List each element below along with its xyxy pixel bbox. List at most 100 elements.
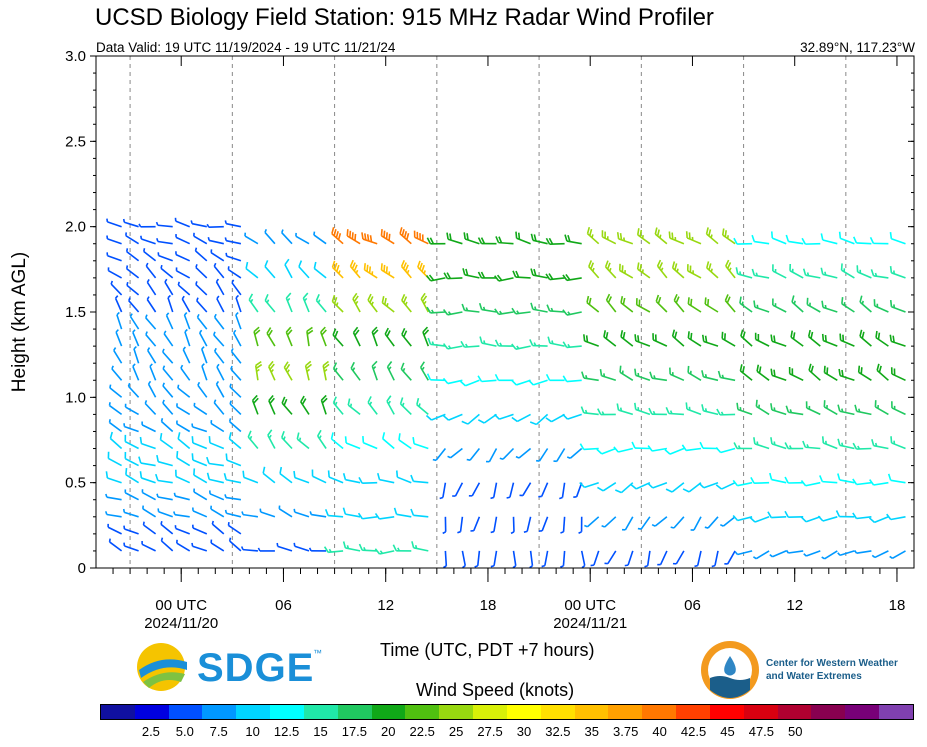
wind-barb (184, 328, 191, 347)
station-location: 32.89°N, 117.23°W (800, 40, 915, 55)
plot-frame (95, 55, 915, 569)
wind-barb (785, 405, 804, 416)
x-axis-label: Time (UTC, PDT +7 hours) (380, 640, 595, 660)
wind-barb (176, 420, 191, 433)
wind-barb (107, 267, 122, 279)
wind-barb (247, 430, 259, 450)
wind-barb (399, 227, 412, 245)
wind-barb (636, 262, 651, 279)
wind-barb (613, 446, 633, 453)
data-valid-range: Data Valid: 19 UTC 11/19/2024 - 19 UTC 1… (96, 40, 396, 55)
wind-barb (157, 508, 173, 518)
wind-barb (784, 442, 804, 450)
wind-barb (511, 379, 531, 386)
x-tick-label: 00 UTC (155, 597, 207, 614)
wind-barb (427, 337, 446, 347)
wind-barb (876, 363, 889, 381)
wind-barb (463, 232, 480, 245)
colorbar-cell (168, 705, 203, 719)
wind-barb (634, 334, 651, 347)
wind-barb (210, 539, 225, 552)
wind-barb (477, 271, 497, 279)
wind-barbs (104, 217, 906, 569)
wind-barb (125, 467, 140, 484)
wind-barb (769, 472, 787, 484)
wind-barb (342, 473, 361, 484)
wind-barb (216, 295, 225, 313)
wind-barb (235, 294, 242, 313)
wind-barb (515, 447, 532, 459)
wind-barb (300, 395, 310, 415)
wind-barb (104, 511, 122, 518)
wind-barb (122, 508, 139, 518)
wind-barb (144, 400, 157, 415)
wind-barb (324, 508, 344, 518)
wind-barb (331, 260, 344, 279)
y-tick-label: 3.0 (65, 48, 86, 65)
wind-speed-colorbar (100, 704, 914, 720)
wind-barb (346, 229, 361, 245)
colorbar-label: Wind Speed (knots) (416, 680, 575, 700)
wind-barb (621, 516, 634, 531)
wind-barb (801, 237, 821, 245)
wind-barb (578, 516, 583, 534)
wind-barb (835, 510, 855, 518)
wind-barb (319, 326, 327, 347)
wind-barb (142, 505, 157, 518)
wind-barb (790, 330, 804, 347)
wind-barb (384, 327, 395, 347)
wind-barb (721, 331, 736, 347)
wind-barb (175, 251, 191, 262)
wind-barb (724, 294, 736, 313)
wind-barb (665, 407, 684, 416)
wind-barb (791, 295, 804, 313)
wind-barb (159, 433, 174, 450)
wind-barb (562, 309, 582, 316)
wind-barb (721, 228, 736, 245)
wind-barb (141, 489, 156, 501)
wind-barb (208, 490, 225, 501)
wind-barb (367, 396, 378, 415)
wind-barb (401, 328, 412, 347)
wind-barb (806, 297, 821, 313)
wind-barb (245, 261, 259, 279)
wind-barb (302, 292, 310, 313)
wind-barb (562, 413, 582, 420)
wind-barb (477, 413, 497, 424)
wind-barb (889, 266, 906, 279)
wind-barb (266, 327, 276, 347)
wind-barb (562, 273, 582, 282)
wind-barb (201, 346, 208, 364)
wind-barb (367, 293, 378, 313)
wind-barb (715, 446, 736, 454)
wind-barb (644, 550, 651, 568)
wind-barb (770, 403, 787, 416)
wind-barb (191, 524, 208, 535)
cw3e-name-line1: Center for Western Weather (766, 658, 898, 669)
wind-barb (298, 260, 310, 279)
colorbar-cell (202, 705, 237, 719)
wind-barb (207, 237, 224, 245)
wind-barb (619, 365, 634, 381)
wind-barb (175, 267, 191, 279)
wind-barb (506, 482, 515, 499)
wind-barb (133, 346, 140, 364)
wind-barb (664, 447, 685, 455)
wind-barb (196, 313, 208, 330)
wind-barb (146, 296, 157, 313)
wind-barb (630, 481, 651, 490)
wind-barb (584, 516, 600, 528)
colorbar-cell (270, 705, 304, 719)
x-tick-sublabel: 2024/11/20 (144, 615, 218, 632)
wind-barb (231, 279, 242, 296)
wind-barb (655, 294, 668, 313)
wind-barb (732, 479, 753, 487)
wind-barb (601, 516, 617, 528)
wind-barb (859, 329, 872, 347)
wind-barb (425, 274, 446, 282)
colorbar-tick-label: 20 (381, 724, 396, 739)
wind-barb (281, 430, 293, 450)
wind-barb (597, 408, 616, 416)
wind-barb (665, 482, 685, 493)
